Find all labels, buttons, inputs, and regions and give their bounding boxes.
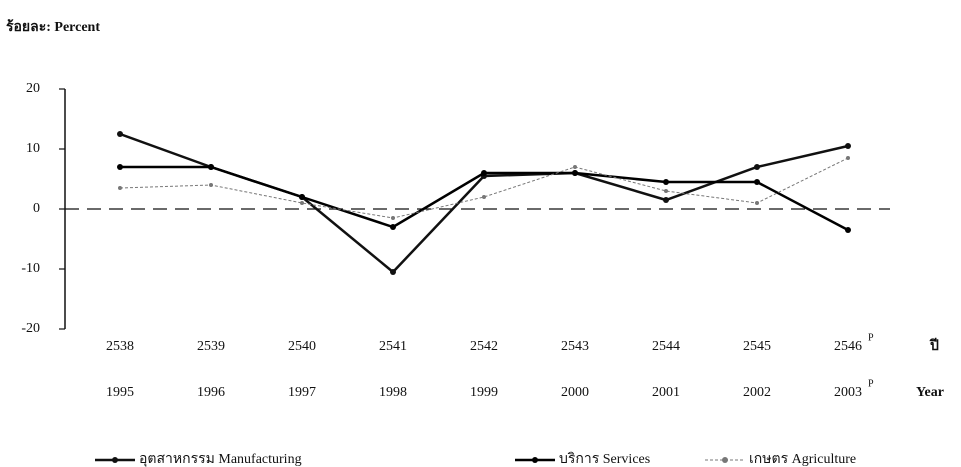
point: [573, 165, 577, 169]
point: [663, 197, 669, 203]
y-tick-label: -20: [21, 321, 40, 336]
point: [482, 195, 486, 199]
x-tick-label: 2543: [561, 339, 589, 354]
series-line: [120, 134, 848, 272]
y-tick-label: 10: [26, 141, 40, 156]
x-tick-label: 2540: [288, 339, 316, 354]
x-tick-label: 2544: [652, 339, 680, 354]
legend-marker: [112, 457, 118, 463]
point: [754, 179, 760, 185]
point: [117, 164, 123, 170]
legend-label: บริการ Services: [559, 452, 650, 467]
point: [390, 269, 396, 275]
x-axis-label-thai: ปี: [929, 338, 939, 354]
legend-marker: [532, 457, 538, 463]
x-tick-label-secondary: 1995: [106, 385, 134, 400]
point: [845, 227, 851, 233]
point: [572, 170, 578, 176]
point: [117, 131, 123, 137]
point: [209, 183, 213, 187]
point: [481, 170, 487, 176]
chart: ร้อยละ: Percent ปี Year -20 -10 0 10 20 2538 1…: [0, 0, 961, 467]
x-tick-label: 2539: [197, 339, 225, 354]
x-tick-label-secondary: 2000: [561, 385, 589, 400]
x-tick-label: 2542: [470, 339, 498, 354]
point: [118, 186, 122, 190]
point: [664, 189, 668, 193]
x-tick-label-secondary: 1996: [197, 385, 225, 400]
legend-marker: [722, 457, 728, 463]
point: [390, 224, 396, 230]
y-tick-label: 0: [33, 201, 40, 216]
x-axis-label: Year: [916, 385, 944, 400]
x-tick-label-secondary: 2002: [743, 385, 771, 400]
x-tick-label-secondary: 1997: [288, 385, 316, 400]
preliminary-mark: P: [868, 332, 874, 343]
legend-label: เกษตร Agriculture: [749, 452, 856, 467]
point: [299, 194, 305, 200]
point: [391, 216, 395, 220]
point: [208, 164, 214, 170]
point: [755, 201, 759, 205]
x-tick-label-secondary: 2001: [652, 385, 680, 400]
point: [845, 143, 851, 149]
x-tick-label: 2538: [106, 339, 134, 354]
x-tick-label: 2541: [379, 339, 407, 354]
x-tick-label-secondary: 2003: [834, 385, 862, 400]
preliminary-mark: P: [868, 378, 874, 389]
x-tick-label: 2546: [834, 339, 862, 354]
point: [663, 179, 669, 185]
y-tick-label: -10: [21, 261, 40, 276]
x-tick-label-secondary: 1998: [379, 385, 407, 400]
x-tick-label: 2545: [743, 339, 771, 354]
point: [846, 156, 850, 160]
point: [300, 201, 304, 205]
x-tick-label-secondary: 1999: [470, 385, 498, 400]
y-axis-label: ร้อยละ: Percent: [6, 19, 100, 35]
point: [754, 164, 760, 170]
legend-label: อุตสาหกรรม Manufacturing: [139, 452, 302, 467]
y-tick-label: 20: [26, 81, 40, 96]
